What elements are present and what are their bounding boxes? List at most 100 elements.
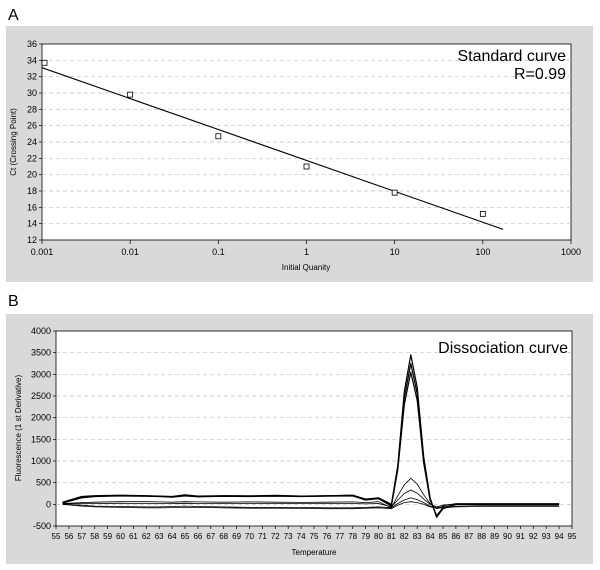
x-tick-label: 95 [568, 532, 577, 541]
x-tick-label: 79 [361, 532, 370, 541]
x-tick-label: 67 [206, 532, 215, 541]
x-tick-label: 92 [529, 532, 538, 541]
x-tick-label: 65 [181, 532, 190, 541]
x-tick-label: 10 [390, 247, 400, 257]
y-tick-label: -500 [33, 521, 51, 531]
x-tick-label: 72 [271, 532, 280, 541]
x-tick-label: 81 [387, 532, 396, 541]
x-tick-label: 85 [439, 532, 448, 541]
x-tick-label: 88 [477, 532, 486, 541]
dissociation-series-line [62, 497, 560, 509]
y-tick-label: 2500 [31, 391, 51, 401]
panel-b-grid [56, 352, 572, 505]
x-tick-label: 59 [103, 532, 112, 541]
x-tick-label: 57 [77, 532, 86, 541]
y-tick-label: 22 [27, 153, 37, 163]
panel-a-x-label: Initial Quanity [282, 263, 330, 272]
dissociation-curves [62, 354, 560, 518]
y-tick-label: 12 [27, 235, 37, 245]
x-tick-label: 62 [142, 532, 151, 541]
panel-a-letter: A [8, 7, 19, 24]
x-tick-label: 69 [232, 532, 241, 541]
y-tick-label: 18 [27, 186, 37, 196]
x-tick-label: 0.01 [121, 247, 139, 257]
x-tick-label: 71 [258, 532, 267, 541]
x-tick-label: 68 [219, 532, 228, 541]
dissociation-series-line [62, 489, 560, 508]
y-tick-label: 24 [27, 137, 37, 147]
x-tick-label: 76 [322, 532, 331, 541]
panel-b-y-axis: -500 0 500 1000 1500 2000 2500 3000 3500 4000 [31, 326, 56, 531]
x-tick-label: 66 [193, 532, 202, 541]
x-tick-label: 70 [245, 532, 254, 541]
x-tick-label: 1000 [561, 247, 581, 257]
y-tick-label: 1500 [31, 434, 51, 444]
y-tick-label: 1000 [31, 456, 51, 466]
y-tick-label: 36 [27, 39, 37, 49]
panel-a-y-label: Ct (Crossing Point) [9, 108, 18, 176]
dissociation-series-line [62, 477, 560, 510]
data-point [303, 163, 310, 170]
x-tick-label: 78 [348, 532, 357, 541]
y-tick-label: 3500 [31, 348, 51, 358]
x-tick-label: 93 [542, 532, 551, 541]
x-tick-label: 82 [400, 532, 409, 541]
x-tick-label: 94 [555, 532, 564, 541]
y-tick-label: 14 [27, 219, 37, 229]
x-tick-label: 55 [52, 532, 61, 541]
x-tick-label: 0.1 [212, 247, 225, 257]
data-point [391, 189, 398, 196]
y-tick-label: 16 [27, 202, 37, 212]
data-point [41, 59, 48, 66]
x-tick-label: 89 [490, 532, 499, 541]
standard-curve-points [41, 59, 486, 217]
x-tick-label: 91 [516, 532, 525, 541]
standard-curve-title: Standard curve [457, 48, 566, 65]
x-tick-label: 83 [413, 532, 422, 541]
dissociation-curve-title: Dissociation curve [438, 340, 568, 357]
x-tick-label: 56 [64, 532, 73, 541]
panel-a-x-axis: 0.001 0.01 0.1 1 10 100 1000 [31, 240, 581, 257]
x-tick-label: 73 [284, 532, 293, 541]
x-tick-label: 1 [304, 247, 309, 257]
correlation-annotation: R=0.99 [514, 66, 566, 83]
y-tick-label: 28 [27, 104, 37, 114]
y-tick-label: 30 [27, 88, 37, 98]
data-point [127, 91, 134, 98]
y-tick-label: 32 [27, 72, 37, 82]
x-tick-label: 0.001 [31, 247, 54, 257]
panel-a-y-axis: 12 14 16 18 20 22 24 26 28 30 32 34 36 [27, 39, 42, 245]
y-tick-label: 3000 [31, 369, 51, 379]
y-tick-label: 34 [27, 55, 37, 65]
y-tick-label: 20 [27, 170, 37, 180]
y-tick-label: 0 [46, 499, 51, 509]
panel-b-y-label: Fluorescence (1 st Derivative) [14, 375, 23, 482]
x-tick-label: 90 [503, 532, 512, 541]
x-tick-label: 63 [155, 532, 164, 541]
y-tick-label: 26 [27, 121, 37, 131]
panel-a-plot-area [41, 43, 572, 241]
panel-b-plot-area [55, 330, 573, 527]
x-tick-label: 64 [168, 532, 177, 541]
panel-b-x-label: Temperature [292, 548, 337, 557]
x-tick-label: 61 [129, 532, 138, 541]
x-tick-label: 58 [90, 532, 99, 541]
data-point [215, 133, 222, 140]
data-point [479, 210, 486, 217]
dissociation-series-line [62, 501, 560, 510]
x-tick-label: 75 [310, 532, 319, 541]
y-tick-label: 4000 [31, 326, 51, 336]
y-tick-label: 2000 [31, 413, 51, 423]
x-tick-label: 84 [426, 532, 435, 541]
x-tick-label: 87 [464, 532, 473, 541]
panel-b-letter: B [8, 293, 19, 310]
x-tick-label: 86 [451, 532, 460, 541]
x-tick-label: 80 [374, 532, 383, 541]
x-tick-label: 100 [475, 247, 490, 257]
x-tick-label: 74 [297, 532, 306, 541]
x-tick-label: 77 [335, 532, 344, 541]
x-tick-label: 60 [116, 532, 125, 541]
panel-b-x-axis: 55 56 57 58 59 60 61 62 63 64 65 66 67 68 69 70 71 72 73 74… [52, 526, 577, 541]
y-tick-label: 500 [36, 478, 51, 488]
